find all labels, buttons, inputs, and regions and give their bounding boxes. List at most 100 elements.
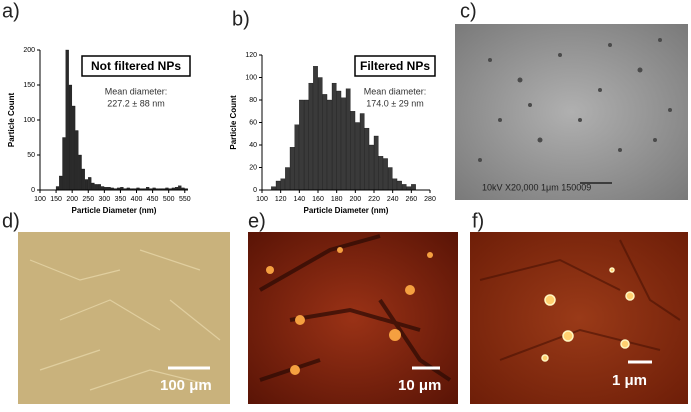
- image-d: 100 μm: [18, 232, 230, 404]
- x-tick-label: 300: [99, 196, 111, 203]
- bar: [313, 66, 318, 191]
- tem-caption: 10kV X20,000 1μm 150009: [482, 182, 591, 192]
- annotation: Filtered NPs: [360, 59, 430, 73]
- bar: [97, 184, 101, 191]
- x-tick-label: 180: [331, 196, 343, 203]
- x-tick-label: 200: [66, 196, 78, 203]
- x-tick-label: 220: [368, 196, 380, 203]
- bar: [369, 144, 374, 191]
- bar: [289, 147, 295, 191]
- tem-image: 10kV X20,000 1μm 150009: [455, 24, 688, 200]
- bar: [317, 77, 323, 191]
- y-tick-label: 80: [249, 97, 257, 104]
- annotation-box: [354, 55, 436, 77]
- y-tick-label: 100: [245, 74, 257, 81]
- bar: [94, 184, 98, 191]
- bar: [392, 178, 398, 191]
- x-tick-label: 250: [82, 196, 94, 203]
- bar: [411, 184, 416, 191]
- x-tick-label: 200: [349, 196, 361, 203]
- x-axis-label: Particle Diameter (nm): [72, 206, 157, 215]
- bar: [59, 175, 63, 191]
- bar: [383, 158, 388, 191]
- bar: [345, 88, 351, 191]
- y-axis-label: Particle Count: [229, 95, 238, 150]
- x-tick-label: 400: [131, 196, 143, 203]
- bar: [378, 156, 384, 191]
- y-tick-label: 40: [249, 142, 257, 149]
- bar: [401, 184, 407, 191]
- x-tick-label: 100: [34, 196, 46, 203]
- panel-label: e): [248, 210, 266, 232]
- x-tick-label: 160: [312, 196, 324, 203]
- x-tick-label: 100: [256, 196, 268, 203]
- x-tick-label: 150: [50, 196, 62, 203]
- bar: [88, 177, 92, 191]
- bar: [359, 113, 365, 191]
- bar: [55, 186, 60, 191]
- scale-label: 100 μm: [160, 377, 212, 394]
- scale-label: 1 μm: [612, 372, 647, 389]
- y-tick-label: 50: [27, 152, 35, 159]
- bar: [84, 179, 89, 191]
- y-tick-label: 100: [23, 117, 35, 124]
- bar: [178, 185, 182, 191]
- panel-label: f): [472, 210, 484, 232]
- x-tick-label: 260: [405, 196, 417, 203]
- x-tick-label: 140: [293, 196, 305, 203]
- y-axis-label: Particle Count: [7, 93, 16, 148]
- bar: [91, 182, 95, 191]
- bar: [68, 84, 73, 191]
- bar: [303, 99, 309, 191]
- y-tick-label: 20: [249, 164, 257, 171]
- y-tick-label: 200: [23, 47, 35, 54]
- annotation: 227.2 ± 88 nm: [107, 98, 164, 108]
- bar: [72, 105, 76, 191]
- bar: [350, 111, 356, 191]
- bar: [65, 49, 69, 191]
- bar: [397, 180, 402, 191]
- bar: [355, 122, 360, 191]
- panel-label: d): [2, 210, 20, 232]
- panel-label: a): [2, 0, 20, 22]
- bar: [100, 186, 105, 191]
- bar: [78, 154, 82, 191]
- bar: [327, 99, 332, 191]
- annotation: 174.0 ± 29 nm: [366, 98, 423, 108]
- bar: [308, 82, 314, 191]
- bar: [373, 135, 379, 191]
- annotation-box: [81, 55, 191, 77]
- bar: [341, 97, 346, 191]
- bar: [285, 167, 290, 191]
- panel-label: c): [460, 0, 477, 22]
- bar: [322, 94, 328, 191]
- y-tick-label: 0: [31, 187, 35, 194]
- bar: [387, 167, 393, 191]
- y-tick-label: 60: [249, 119, 257, 126]
- annotation: Mean diameter:: [364, 86, 427, 96]
- scale-label: 10 μm: [398, 377, 441, 394]
- x-tick-label: 350: [115, 196, 127, 203]
- bar: [275, 180, 281, 191]
- bar: [294, 124, 300, 191]
- y-tick-label: 120: [245, 52, 257, 59]
- x-tick-label: 500: [163, 196, 175, 203]
- y-tick-label: 150: [23, 82, 35, 89]
- bar: [331, 82, 337, 191]
- annotation: Not filtered NPs: [91, 59, 181, 73]
- x-tick-label: 120: [275, 196, 287, 203]
- bar: [406, 186, 412, 191]
- x-axis-label: Particle Diameter (nm): [304, 206, 389, 215]
- annotation: Mean diameter:: [105, 86, 168, 96]
- bar: [75, 130, 79, 191]
- bar: [336, 90, 342, 191]
- bar: [62, 137, 66, 191]
- x-tick-label: 280: [424, 196, 436, 203]
- panel-label: b): [232, 8, 250, 30]
- x-tick-label: 450: [147, 196, 159, 203]
- bar: [364, 127, 370, 191]
- x-tick-label: 240: [387, 196, 399, 203]
- image-f: 1 μm: [470, 232, 688, 404]
